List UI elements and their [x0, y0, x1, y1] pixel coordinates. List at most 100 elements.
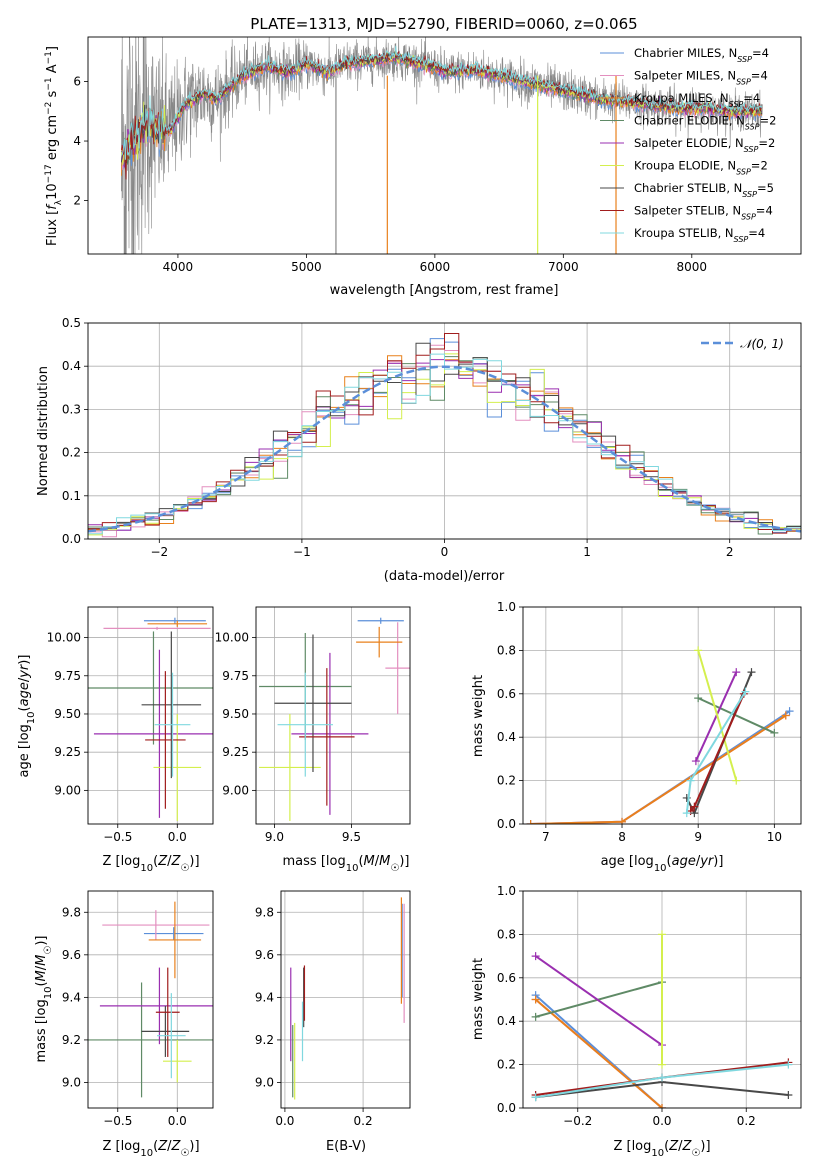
mass_vs_z-ylabel-part: 10	[43, 987, 54, 1000]
mass_weight_vs_age-xlabel-part: )]	[713, 854, 723, 869]
weight-marker-kroupa_elodie	[658, 1060, 666, 1069]
spectrum-ylabel-part: ]	[45, 46, 60, 51]
mass_vs_z-ylabel-part: M	[34, 955, 49, 966]
age_vs_z-ylabel-part: yr	[17, 663, 32, 679]
legend-label-kroupa_stelib: Kroupa STELIB, NSSP=4	[634, 226, 765, 244]
model-spectrum-salpeter_stelib	[121, 50, 763, 180]
residuals-ytick-label: 0.0	[62, 532, 81, 546]
legend-nssp-prefix: , N	[729, 114, 745, 128]
weight-marker-chabrier_stelib	[784, 1090, 793, 1099]
residuals-ytick-label: 0.2	[62, 446, 81, 460]
mass_weight_vs_age-grid	[523, 606, 801, 825]
legend-normal-label: 𝒩(0, 1)	[740, 337, 784, 351]
legend-name: Chabrier STELIB	[634, 181, 726, 195]
age_vs_z-ylabel-part: 10	[26, 711, 37, 724]
mass_weight_vs_z-plot	[531, 930, 793, 1108]
legend-nssp-sub: SSP	[736, 167, 751, 176]
weight-marker-kroupa_miles	[658, 1104, 666, 1108]
age_vs_z-ytick-label: 10.00	[47, 631, 81, 645]
weight-line-salpeter_elodie	[535, 955, 663, 1046]
spectrum-xtick-label: 5000	[291, 260, 322, 274]
mass_vs_z-ytick-label: 9.6	[62, 948, 81, 962]
spectrum-ylabel: Flux [fλ10−17 erg cm−2 s−1 A−1]	[44, 46, 64, 246]
legend-nssp-value: 4	[762, 46, 769, 60]
mass_weight_vs_age-xlabel: age [log10(age/yr)]	[601, 854, 724, 874]
mass_weight_vs_age-ytick-label: 0.2	[497, 774, 516, 788]
age_vs_z-ytick-label: 9.00	[54, 783, 81, 797]
residuals-axes: −2 −1 0 1 2 0.0 0.1 0.2 0.3 0.4 0.5 𝒩(0, 1) (data-mo…	[36, 316, 802, 584]
legend-nssp-value: 5	[767, 181, 774, 195]
mass_weight_vs_z-ytick-label: 0.0	[497, 1101, 516, 1115]
mass_vs_ebv-xtick-label: 0.0	[275, 1114, 294, 1128]
weight-marker-kroupa_stelib	[658, 1073, 666, 1082]
mass_vs_z-xlabel-part: /	[167, 1139, 172, 1154]
age_vs_z-xlabel-part: Z [log	[102, 854, 140, 869]
mass_weight_vs_age-xtick-label: 10	[767, 830, 782, 844]
legend-nssp-sub: SSP	[734, 235, 749, 244]
legend-label-chabrier_elodie: Chabrier ELODIE, NSSP=2	[634, 114, 776, 132]
legend-name: Salpeter MILES	[634, 69, 720, 83]
legend-nssp-prefix: , N	[725, 204, 741, 218]
mass_weight_vs_z-ytick-label: 0.2	[497, 1058, 516, 1072]
legend-nssp-eq: =	[752, 46, 762, 60]
mass_weight_vs_age-ytick-label: 0.0	[497, 817, 516, 831]
spectrum-ylabel-part: λ	[54, 199, 64, 205]
spectrum-ylabel-part: erg cm	[45, 115, 60, 164]
mass_weight_vs_z-ytick-label: 0.4	[497, 1014, 516, 1028]
spectrum-xtick-label: 6000	[420, 260, 451, 274]
legend-nssp-value: 4	[753, 91, 760, 105]
age_vs_mass-xlabel: mass [log10(M/M☉)]	[283, 854, 410, 874]
age_vs_mass-xtick-label: 9.5	[342, 830, 361, 844]
weight-marker-kroupa_stelib	[682, 809, 691, 818]
weight-line-chabrier_miles	[530, 710, 791, 824]
mass_weight_vs_age-spines	[522, 606, 802, 825]
weight-line-kroupa_elodie	[697, 650, 738, 781]
age_vs_mass-plot	[259, 617, 410, 821]
spectrum-spines	[87, 36, 802, 255]
mass_vs_z-ylabel-part: ☉	[43, 946, 54, 955]
mass_weight_vs_z-xlabel-part: ☉	[691, 1148, 700, 1159]
legend-nssp-sub: SSP	[744, 145, 759, 154]
weight-marker-kroupa_elodie	[694, 646, 703, 655]
spectrum-ylabel-part: −2	[44, 102, 54, 115]
weight-marker-kroupa_miles	[526, 820, 535, 824]
mass_vs_ebv-grid	[281, 891, 410, 1108]
mass_weight_vs_age-plot	[526, 646, 794, 824]
legend-nssp-value: 4	[765, 204, 772, 218]
legend-nssp-sub: SSP	[737, 55, 752, 64]
legend-nssp-value: 2	[768, 136, 775, 150]
mass_weight_vs_age-xlabel-part: (	[667, 854, 672, 869]
residuals-xtick-label: −1	[293, 545, 311, 559]
mass_vs_ebv-ytick-label: 9.2	[255, 1033, 274, 1047]
mass_weight_vs_z-xlabel-part: Z	[668, 1139, 679, 1154]
weight-marker-kroupa_miles	[531, 995, 540, 1004]
residuals-xtick-label: 2	[726, 545, 734, 559]
age_vs_z-xlabel: Z [log10(Z/Z☉)]	[102, 854, 199, 874]
mass_weight_vs_age-ytick-label: 0.4	[497, 730, 516, 744]
mass_vs_z-grid	[88, 891, 213, 1108]
residuals-ytick-label: 0.4	[62, 359, 81, 373]
legend-nssp-prefix: , N	[713, 91, 729, 105]
legend-label-kroupa_elodie: Kroupa ELODIE, NSSP=2	[634, 159, 768, 177]
weight-marker-kroupa_stelib	[686, 776, 695, 785]
mass_weight_vs_z-xtick-label: −0.2	[563, 1114, 592, 1128]
age_vs_z-ylabel-part: )]	[17, 655, 32, 665]
age_vs_z-ylabel-part: age [log	[17, 724, 32, 777]
legend-nssp-prefix: , N	[718, 226, 734, 240]
age_vs_z-ylabel-part: /	[17, 677, 32, 682]
mass_vs_z-xtick-label: 0.0	[168, 1114, 187, 1128]
mass_vs_z-ytick-label: 9.2	[62, 1033, 81, 1047]
legend-name: Chabrier MILES	[634, 46, 721, 60]
age_vs_z-grid	[88, 607, 213, 824]
weight-marker-chabrier_elodie	[531, 1012, 540, 1021]
weight-line-salpeter_miles	[530, 714, 787, 824]
mass_vs_z-spines	[87, 890, 214, 1109]
weight-marker-kroupa_miles	[781, 711, 790, 720]
spectrum-xtick-label: 4000	[163, 260, 194, 274]
